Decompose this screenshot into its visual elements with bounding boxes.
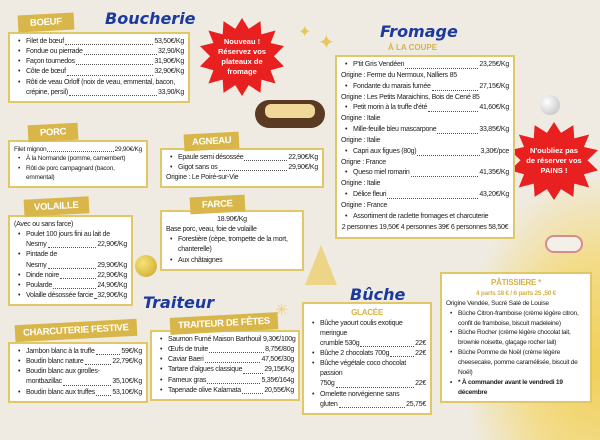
menu-item: Rôti de porc campagnard (bacon, emmental…: [14, 164, 142, 183]
farce-box: 18.90€/Kg Base porc, veau, foie de volai…: [160, 210, 304, 271]
origin: Origine : Italie: [341, 180, 381, 188]
menu-item: gluten 25,75€: [320, 400, 426, 408]
menu-item: Nesmy 29,90€/Kg: [26, 261, 127, 269]
menu-item: Poulet 100 jours fini au lait de: [14, 230, 127, 240]
menu-item: Bûche végétale coco chocolat passion: [308, 359, 426, 379]
ornament-icon: [540, 95, 560, 115]
charcuterie-label: CHARCUTERIE FESTIVE: [14, 318, 138, 343]
buche-box: GLACÉE Bûche yaourt coulis exotique meri…: [302, 302, 432, 415]
porc-label: PORC: [27, 122, 79, 143]
farce-price: 18.90€/Kg: [217, 216, 247, 223]
patissiere-origin: Origine Vendée, Sucré Salé de Louise: [446, 299, 549, 307]
menu-item: Bûche Citron-framboise (crème légère cit…: [446, 309, 586, 329]
menu-item: 750g 22€: [320, 380, 426, 388]
menu-item: Nesmy 22,90€/Kg: [26, 241, 127, 249]
volaille-note: (Avec ou sans farce): [14, 221, 74, 228]
menu-item: Assortiment de raclette fromages et char…: [341, 212, 509, 223]
menu-item: Rôti de veau Orloff (noix de veau, emmen…: [14, 78, 184, 88]
origin: Origne : France: [341, 158, 386, 166]
menu-item: Bûche Rocher (crème légère chocolat lait…: [446, 328, 586, 348]
origin: Origine : Italie: [341, 136, 381, 144]
menu-item: montbazillac 35,10€/Kg: [26, 378, 142, 386]
menu-item: crépine, persil) 33,90/Kg: [26, 88, 184, 96]
menu-item: Bûche Pomme de Noël (crème légère cheese…: [446, 348, 586, 378]
origin: Origine : France: [341, 201, 388, 209]
menu-item: À la Normande (pomme, camembert): [14, 154, 142, 164]
menu-item: Pintade de: [14, 250, 127, 260]
christmas-tree-icon: [305, 245, 337, 285]
order-deadline-note: * À commander avant le vendredi 19 décem…: [446, 378, 586, 398]
sparkle-icon: ✳: [275, 302, 289, 319]
patissiere-heading: PÂTISSIERE *: [491, 278, 541, 287]
ornament-icon: [135, 255, 157, 277]
raclette-prices: 2 personnes 19,50€ 4 personnes 39€ 6 per…: [341, 223, 509, 231]
menu-item: crumble 530g 22€: [320, 339, 426, 348]
cheese-board-icon: [255, 100, 325, 128]
origin: Origine : Ferme du Nermoux, Nalliers 85: [341, 71, 457, 79]
fromage-title: Fromage: [380, 22, 458, 41]
traiteur-title: Traiteur: [143, 293, 215, 312]
menu-item: Forestière (cèpe, trompette de la mort, …: [166, 235, 298, 255]
sparkle-icon: ✦: [318, 32, 335, 54]
menu-item: Omelette norvégienne sans: [308, 390, 426, 400]
patissiere-box: PÂTISSIERE * 4 parts 18 € / 6 parts 25 ,…: [440, 272, 592, 403]
patissiere-prices: 4 parts 18 € / 6 parts 25 ,50 €: [475, 290, 557, 297]
agneau-label: AGNEAU: [183, 131, 240, 152]
promo-fromage-badge: Nouveau ! Réservez vos plateaux de fromage: [200, 18, 284, 96]
glacee-heading: GLACÉE: [351, 308, 383, 317]
farce-base: Base porc, veau, foie de volaille: [166, 226, 257, 234]
boeuf-label: BOEUF: [17, 12, 75, 33]
volaille-box: (Avec ou sans farce) Poulet 100 jours fi…: [8, 215, 133, 307]
menu-item: Bûche yaourt coulis exotique meringue: [308, 319, 426, 339]
sparkle-icon: ✦: [298, 24, 312, 41]
buche-title: Bûche: [350, 285, 406, 304]
menu-item: Capri aux figues (80g)3,30€/pce: [341, 147, 509, 158]
menu-item: Aux châtaignes: [166, 256, 298, 266]
boucherie-title: Boucherie: [105, 9, 196, 28]
volaille-label: VOLAILLE: [23, 196, 89, 217]
origin: Origine : Les Petits Maraichins, Bois de…: [341, 93, 480, 101]
farce-label: FARCE: [189, 194, 246, 215]
menu-item: Boudin blanc aux girolles-: [14, 367, 142, 377]
origin: Origine : Italie: [341, 115, 381, 123]
fromage-subtitle: À LA COUPE: [388, 43, 438, 52]
menu-item: Filet mignon 29,90€/Kg: [14, 146, 142, 153]
yule-log-icon: [545, 235, 583, 253]
origin: Origine : Le Poiré-sur-Vie: [166, 174, 239, 182]
